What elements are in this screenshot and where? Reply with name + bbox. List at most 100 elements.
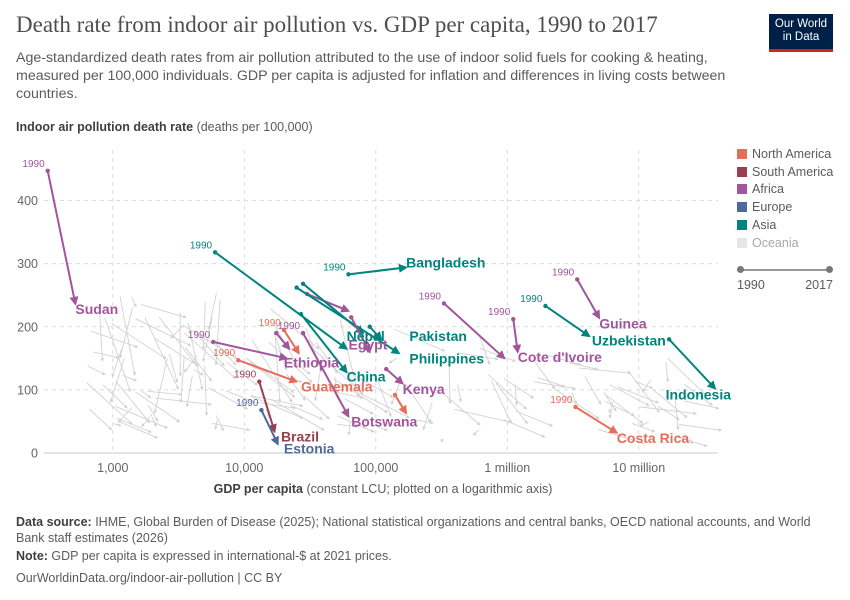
series-costa-rica[interactable]: 1990 [550, 395, 619, 434]
series-line[interactable] [46, 170, 79, 306]
series-line[interactable] [512, 319, 522, 354]
series-guatemala[interactable]: 1990 [213, 348, 299, 384]
owid-logo[interactable]: Our World in Data [769, 14, 833, 52]
series-label-sudan[interactable]: Sudan [75, 301, 118, 317]
series-unlabeled-21[interactable]: 1990 [419, 291, 506, 360]
series-label-philippines[interactable]: Philippines [409, 350, 484, 366]
series-start-point[interactable] [573, 404, 578, 410]
timeline-end-handle[interactable] [826, 266, 833, 273]
legend-item-north-america[interactable]: North America [737, 145, 833, 163]
timeline-start-handle[interactable] [737, 266, 744, 273]
background-series-line [241, 401, 245, 407]
series-sudan[interactable]: 1990 [22, 159, 79, 306]
series-start-point[interactable] [367, 324, 372, 329]
series-start-point[interactable] [575, 277, 580, 282]
series-label-ethiopia[interactable]: Ethiopia [284, 355, 339, 371]
series-line[interactable] [385, 368, 404, 385]
timeline[interactable]: 1990 2017 [737, 262, 833, 302]
series-label-bangladesh[interactable]: Bangladesh [406, 254, 485, 270]
series-line[interactable] [212, 340, 289, 362]
series-start-point[interactable] [259, 407, 264, 413]
series-start-point[interactable] [210, 339, 216, 345]
series-label-nepal[interactable]: Nepal [347, 328, 385, 344]
series-start-point[interactable] [294, 285, 299, 290]
series-start-point[interactable] [666, 337, 672, 342]
series-start-point[interactable] [392, 392, 398, 398]
series-unlabeled-18[interactable]: 1990 [259, 318, 300, 355]
series-label-brazil[interactable]: Brazil [281, 429, 319, 445]
series-line[interactable] [348, 263, 408, 276]
series-botswana[interactable]: 1990 [278, 321, 350, 418]
series-label-cote-d-ivoire[interactable]: Cote d'Ivoire [518, 349, 602, 365]
series-start-point[interactable] [281, 327, 287, 333]
series-ethiopia[interactable]: 1990 [188, 330, 289, 362]
series-egypt[interactable] [304, 291, 351, 313]
series-label-uzbekistan[interactable]: Uzbekistan [592, 333, 666, 349]
series-nepal[interactable]: 1990 [190, 240, 349, 350]
series-label-guatemala[interactable]: Guatemala [301, 379, 373, 395]
series-uzbekistan[interactable]: 1990 [520, 294, 591, 338]
series-line[interactable] [574, 406, 619, 434]
series-line[interactable] [302, 283, 365, 335]
series-line[interactable] [306, 293, 351, 313]
series-line[interactable] [394, 394, 408, 415]
legend-item-africa[interactable]: Africa [737, 181, 833, 199]
series-label-botswana[interactable]: Botswana [351, 413, 417, 429]
series-label-egypt[interactable]: Egypt [348, 336, 387, 352]
series-start-point[interactable] [384, 366, 389, 372]
series-line[interactable] [258, 381, 277, 434]
series-start-point[interactable] [441, 301, 447, 306]
series-indonesia[interactable] [666, 337, 717, 390]
series-line[interactable] [275, 332, 291, 351]
series-start-point[interactable] [274, 330, 279, 336]
series-start-point[interactable] [298, 311, 304, 317]
legend-item-asia[interactable]: Asia [737, 216, 833, 234]
series-start-point[interactable] [212, 250, 218, 255]
series-start-point[interactable] [511, 316, 516, 322]
series-line[interactable] [302, 332, 350, 418]
legend-item-south-america[interactable]: South America [737, 163, 833, 181]
series-start-point[interactable] [300, 281, 306, 287]
series-china[interactable] [298, 311, 348, 374]
series-label-china[interactable]: China [347, 369, 386, 385]
series-line[interactable] [260, 409, 279, 446]
source-url[interactable]: OurWorldinData.org/indoor-air-pollution … [16, 571, 283, 585]
series-cote-d-ivoire[interactable]: 1990 [488, 307, 522, 354]
series-guinea[interactable]: 1990 [552, 267, 601, 320]
series-line[interactable] [350, 316, 371, 354]
series-label-pakistan[interactable]: Pakistan [409, 328, 467, 344]
series-unlabeled-23[interactable] [367, 324, 383, 341]
series-label-indonesia[interactable]: Indonesia [666, 386, 732, 402]
series-line[interactable] [283, 329, 300, 355]
series-unlabeled-22[interactable] [348, 315, 371, 354]
series-line[interactable] [214, 251, 349, 350]
series-bangladesh[interactable]: 1990 [323, 262, 408, 277]
series-line[interactable] [296, 286, 401, 355]
series-unlabeled-19[interactable] [392, 392, 408, 415]
series-label-guinea[interactable]: Guinea [599, 316, 647, 332]
series-unlabeled-20[interactable] [274, 330, 291, 351]
series-philippines[interactable] [294, 285, 401, 355]
series-line[interactable] [443, 302, 506, 360]
series-start-point[interactable] [346, 272, 351, 277]
series-estonia[interactable]: 1990 [236, 398, 279, 446]
series-start-point[interactable] [348, 315, 354, 320]
series-line[interactable] [300, 313, 348, 374]
series-line[interactable] [668, 338, 717, 390]
series-label-estonia[interactable]: Estonia [284, 441, 335, 457]
series-label-costa-rica[interactable]: Costa Rica [617, 430, 690, 446]
series-line[interactable] [544, 305, 591, 338]
series-start-point[interactable] [45, 168, 50, 174]
series-start-point[interactable] [257, 379, 262, 384]
series-start-point[interactable] [236, 358, 241, 363]
series-line[interactable] [369, 326, 383, 341]
series-line[interactable] [237, 359, 299, 384]
legend-item-europe[interactable]: Europe [737, 198, 833, 216]
series-kenya[interactable] [384, 366, 404, 385]
legend-item-oceania[interactable]: Oceania [737, 234, 833, 252]
series-label-kenya[interactable]: Kenya [403, 381, 445, 397]
series-brazil[interactable]: 1990 [234, 370, 277, 434]
series-start-point[interactable] [543, 303, 548, 309]
series-line[interactable] [576, 278, 601, 320]
series-start-point[interactable] [300, 330, 306, 336]
